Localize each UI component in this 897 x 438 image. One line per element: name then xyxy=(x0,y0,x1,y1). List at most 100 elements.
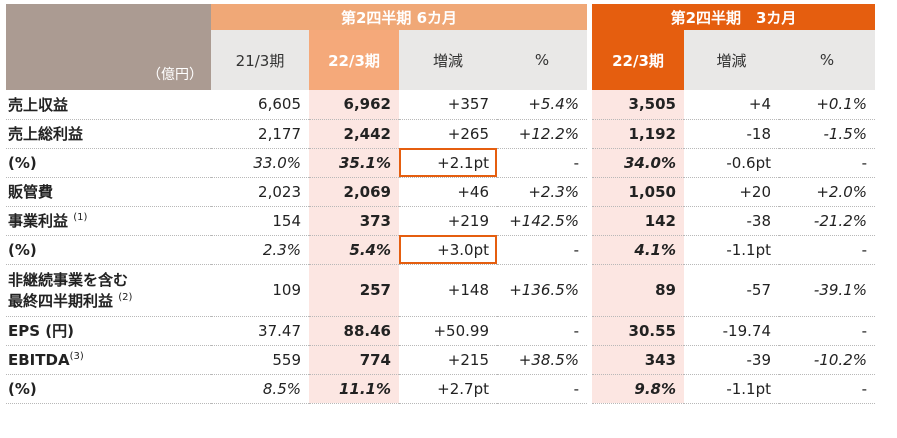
cell: -38 xyxy=(684,206,779,236)
cell: 89 xyxy=(592,264,684,317)
cell: +50.99 xyxy=(399,316,497,346)
cell: 2,023 xyxy=(211,177,309,207)
cell: - xyxy=(779,316,875,346)
cell: +2.0% xyxy=(779,177,875,207)
cell: +357 xyxy=(399,90,497,120)
results-table: （億円） 第2四半期 6カ月 第2四半期 3カ月 21/3期 22/3期 増減 … xyxy=(6,4,875,404)
cell: +148 xyxy=(399,264,497,317)
cell: 6,605 xyxy=(211,90,309,120)
cell: -0.6pt xyxy=(684,148,779,178)
table-row: EBITDA(3) 559 774 +215 +38.5% 343 -39 -1… xyxy=(6,345,875,375)
cell: -39.1% xyxy=(779,264,875,317)
cell: -39 xyxy=(684,345,779,375)
row-label: 非継続事業を含む 最終四半期利益 (2) xyxy=(6,264,211,317)
cell: 8.5% xyxy=(211,374,309,404)
row-label-text: EBITDA xyxy=(8,350,70,369)
footnote-ref: (1) xyxy=(73,212,88,223)
table-row: 売上総利益 2,177 2,442 +265 +12.2% 1,192 -18 … xyxy=(6,119,875,149)
cell: +5.4% xyxy=(497,90,587,120)
cell: 37.47 xyxy=(211,316,309,346)
cell: +0.1% xyxy=(779,90,875,120)
row-label-line1: 非継続事業を含む xyxy=(8,270,129,289)
cell: 4.1% xyxy=(592,235,684,265)
cell: +219 xyxy=(399,206,497,236)
cell: -57 xyxy=(684,264,779,317)
cell: 2,177 xyxy=(211,119,309,149)
cell: - xyxy=(497,235,587,265)
footnote-ref: (2) xyxy=(118,291,133,303)
row-label-line2: 最終四半期利益 xyxy=(8,291,114,310)
cell: - xyxy=(497,374,587,404)
table-row: EPS (円) 37.47 88.46 +50.99 - 30.55 -19.7… xyxy=(6,316,875,346)
cell: 1,050 xyxy=(592,177,684,207)
cell: 774 xyxy=(309,345,399,375)
row-label: EPS (円) xyxy=(6,316,211,346)
cell: 2,442 xyxy=(309,119,399,149)
highlighted-change-cell: +2.1pt xyxy=(399,148,497,178)
cell: +2.3% xyxy=(497,177,587,207)
cell: +12.2% xyxy=(497,119,587,149)
row-label: (%) xyxy=(6,374,211,404)
table-row: 売上収益 6,605 6,962 +357 +5.4% 3,505 +4 +0.… xyxy=(6,90,875,120)
col-header-prev-year: 21/3期 xyxy=(211,30,309,90)
footnote-ref: (3) xyxy=(69,350,84,362)
table-row: (%) 33.0% 35.1% +2.1pt - 34.0% -0.6pt - xyxy=(6,148,875,178)
highlighted-change-cell: +3.0pt xyxy=(399,235,497,265)
group-header-6-months: 第2四半期 6カ月 xyxy=(211,4,587,30)
cell: +2.7pt xyxy=(399,374,497,404)
cell: 257 xyxy=(309,264,399,317)
row-label: (%) xyxy=(6,148,211,178)
cell: 2.3% xyxy=(211,235,309,265)
cell: -1.5% xyxy=(779,119,875,149)
cell: -21.2% xyxy=(779,206,875,236)
cell: - xyxy=(779,148,875,178)
cell: - xyxy=(779,235,875,265)
row-label: (%) xyxy=(6,235,211,265)
cell: 35.1% xyxy=(309,148,399,178)
cell: +215 xyxy=(399,345,497,375)
cell: -1.1pt xyxy=(684,235,779,265)
cell: 88.46 xyxy=(309,316,399,346)
cell: - xyxy=(779,374,875,404)
cell: +136.5% xyxy=(497,264,587,317)
cell: +20 xyxy=(684,177,779,207)
table-row: 事業利益 (1) 154 373 +219 +142.5% 142 -38 -2… xyxy=(6,206,875,236)
cell: 373 xyxy=(309,206,399,236)
col-header-change: 増減 xyxy=(399,30,497,90)
cell: -19.74 xyxy=(684,316,779,346)
table-row: (%) 2.3% 5.4% +3.0pt - 4.1% -1.1pt - xyxy=(6,235,875,265)
cell: 3,505 xyxy=(592,90,684,120)
cell: 109 xyxy=(211,264,309,317)
cell: 142 xyxy=(592,206,684,236)
cell: 9.8% xyxy=(592,374,684,404)
cell: 33.0% xyxy=(211,148,309,178)
row-label: 事業利益 (1) xyxy=(6,206,211,236)
cell: -18 xyxy=(684,119,779,149)
cell: 34.0% xyxy=(592,148,684,178)
col-header-percent: % xyxy=(497,30,587,90)
cell: 11.1% xyxy=(309,374,399,404)
row-label: 売上収益 xyxy=(6,90,211,120)
cell: - xyxy=(497,148,587,178)
cell: 559 xyxy=(211,345,309,375)
cell: -1.1pt xyxy=(684,374,779,404)
table-row: 非継続事業を含む 最終四半期利益 (2) 109 257 +148 +136.5%… xyxy=(6,264,875,317)
cell: - xyxy=(497,316,587,346)
col-header-q-change: 増減 xyxy=(684,30,779,90)
group-header-3-months: 第2四半期 3カ月 xyxy=(592,4,875,30)
col-header-q-percent: % xyxy=(779,30,875,90)
cell: +265 xyxy=(399,119,497,149)
row-label: 販管費 xyxy=(6,177,211,207)
cell: +46 xyxy=(399,177,497,207)
row-label: 売上総利益 xyxy=(6,119,211,149)
cell: +142.5% xyxy=(497,206,587,236)
row-label-text: 事業利益 xyxy=(8,212,69,230)
cell: 343 xyxy=(592,345,684,375)
cell: 1,192 xyxy=(592,119,684,149)
cell: +4 xyxy=(684,90,779,120)
col-header-current-year: 22/3期 xyxy=(309,30,399,90)
row-label: EBITDA(3) xyxy=(6,345,211,375)
cell: 30.55 xyxy=(592,316,684,346)
col-header-q-current-year: 22/3期 xyxy=(592,30,684,90)
